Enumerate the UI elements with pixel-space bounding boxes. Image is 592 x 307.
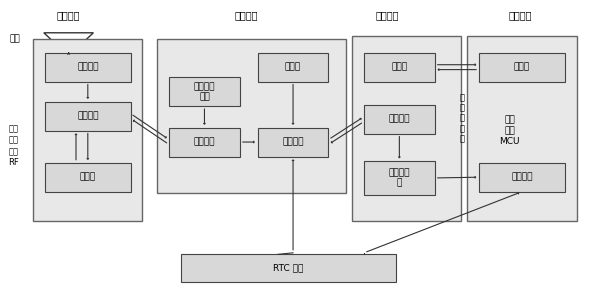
Text: 信号检测: 信号检测 [77,111,98,121]
FancyBboxPatch shape [181,255,397,282]
FancyBboxPatch shape [364,105,435,134]
Text: 天线: 天线 [9,34,20,43]
FancyBboxPatch shape [479,163,565,192]
FancyBboxPatch shape [45,163,131,192]
Text: 第四时段: 第四时段 [509,10,532,21]
Text: 唤醒逻辑: 唤醒逻辑 [388,115,410,124]
FancyBboxPatch shape [169,77,240,106]
Text: 帧
处
理
逻
辑: 帧 处 理 逻 辑 [460,93,465,144]
Text: 前导检测: 前导检测 [77,63,98,72]
FancyBboxPatch shape [33,39,143,221]
Text: 唤醒逻辑: 唤醒逻辑 [282,138,304,146]
FancyBboxPatch shape [364,161,435,195]
FancyBboxPatch shape [467,36,577,221]
Text: 无线
启动
单元
RF: 无线 启动 单元 RF [8,125,19,167]
Text: 微处
理器
MCU: 微处 理器 MCU [500,115,520,146]
Text: 帧处理逻
辑: 帧处理逻 辑 [388,168,410,188]
FancyBboxPatch shape [258,127,329,157]
Text: 能耗控制: 能耗控制 [511,173,533,182]
Text: 定时器: 定时器 [80,173,96,182]
Text: 第三时段: 第三时段 [376,10,399,21]
FancyBboxPatch shape [479,52,565,82]
Text: 第二时段: 第二时段 [234,10,258,21]
Text: 定时器: 定时器 [285,63,301,72]
Text: 第一时段: 第一时段 [57,10,81,21]
FancyBboxPatch shape [45,102,131,130]
FancyBboxPatch shape [169,127,240,157]
Text: 场强检测: 场强检测 [194,138,215,146]
FancyBboxPatch shape [364,52,435,82]
Text: 串行口: 串行口 [514,63,530,72]
FancyBboxPatch shape [352,36,461,221]
FancyBboxPatch shape [258,52,329,82]
FancyBboxPatch shape [45,52,131,82]
FancyBboxPatch shape [157,39,346,193]
Text: RTC 时钟: RTC 时钟 [274,264,304,273]
Text: 串行口: 串行口 [391,63,407,72]
Text: 无线收发
单元: 无线收发 单元 [194,82,215,101]
